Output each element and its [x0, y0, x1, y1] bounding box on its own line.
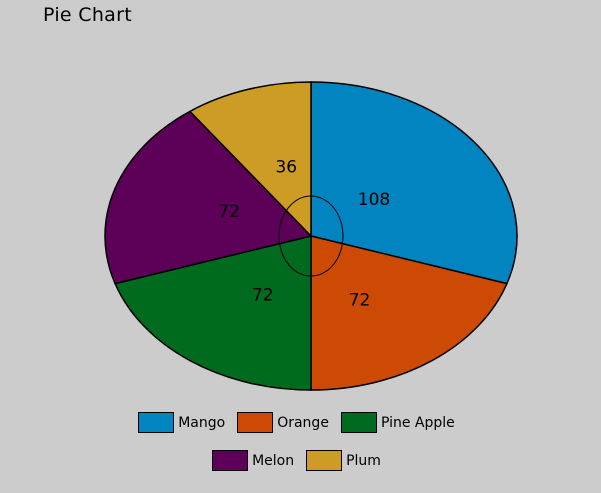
legend-swatch-melon: [212, 450, 249, 471]
data-label-melon: 72: [218, 202, 240, 222]
legend-swatch-orange: [237, 412, 274, 433]
angle-arc-orange: [310, 248, 342, 277]
legend-item-melon: Melon: [212, 450, 302, 471]
legend-swatch-mango: [138, 412, 175, 433]
data-label-pine-apple: 72: [252, 286, 274, 306]
angle-arc-mango: [310, 195, 344, 249]
angle-arc-pine-apple: [280, 248, 312, 277]
pie-slice-pine-apple: [114, 235, 312, 391]
legend-row-2: Melon Plum: [0, 450, 601, 471]
legend-row-1: Mango Orange Pine Apple: [0, 412, 601, 433]
data-label-plum: 36: [275, 158, 297, 178]
legend-item-pine-apple: Pine Apple: [340, 412, 463, 433]
legend-swatch-plum: [306, 450, 343, 471]
legend-item-mango: Mango: [138, 412, 233, 433]
chart-title: Pie Chart: [43, 4, 132, 26]
pie-slice-melon: [104, 110, 313, 285]
pie-slice-plum: [188, 81, 312, 238]
legend-label-plum: Plum: [346, 452, 381, 469]
pie-chart: 108 72 72 72 36: [104, 81, 518, 391]
legend-label-mango: Mango: [178, 414, 226, 431]
legend-label-melon: Melon: [252, 452, 295, 469]
angle-arc-melon: [278, 203, 293, 249]
legend-item-orange: Orange: [237, 412, 337, 433]
angle-arc-plum: [291, 195, 312, 205]
pie-slice-mango: [310, 81, 518, 285]
data-label-orange: 72: [349, 291, 371, 311]
legend-label-pine-apple: Pine Apple: [380, 414, 455, 431]
data-label-mango: 108: [358, 190, 390, 210]
legend-item-plum: Plum: [306, 450, 389, 471]
legend-swatch-pine-apple: [340, 412, 377, 433]
pie-slice-orange: [310, 235, 508, 391]
legend-label-orange: Orange: [277, 414, 329, 431]
